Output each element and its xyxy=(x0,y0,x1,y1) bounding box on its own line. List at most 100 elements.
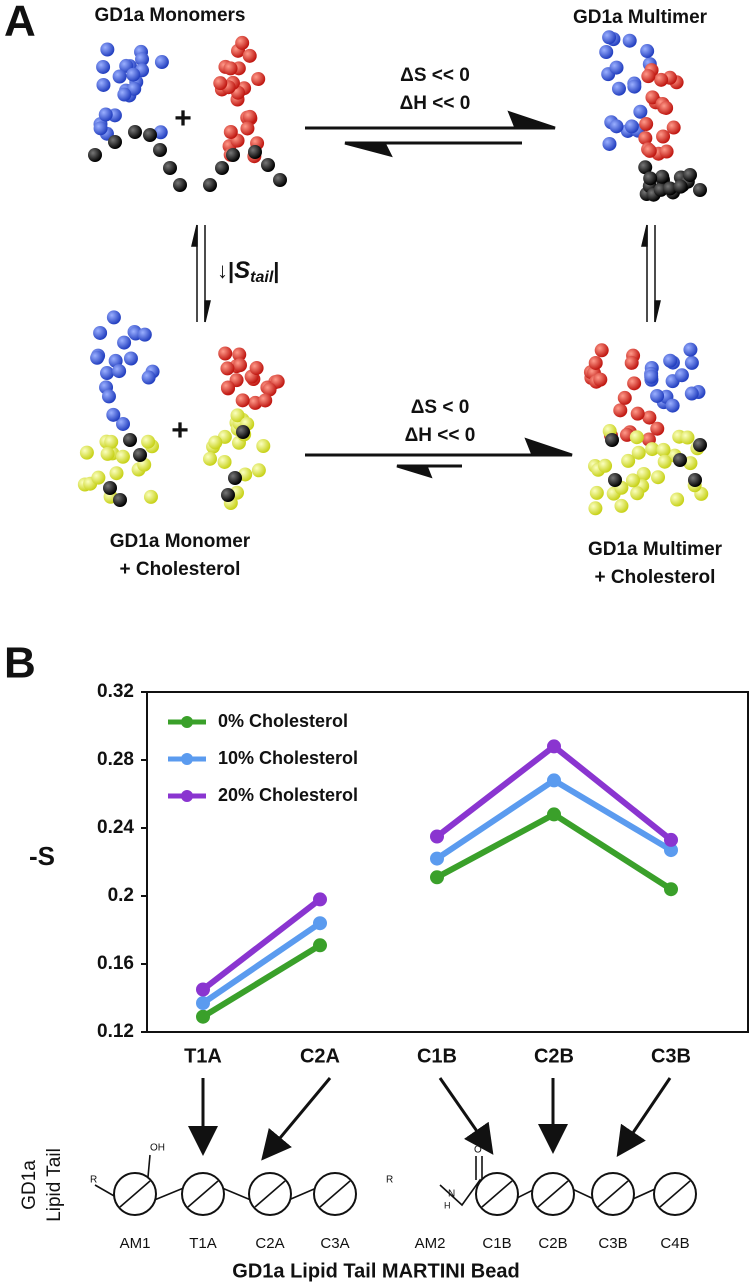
bead xyxy=(621,453,636,468)
label: ΔS << 0 xyxy=(400,65,470,86)
bead xyxy=(128,125,142,139)
bead xyxy=(218,346,233,361)
bead xyxy=(588,355,603,370)
bead xyxy=(98,107,113,122)
bead xyxy=(100,42,115,57)
point xyxy=(196,982,210,997)
atom: N xyxy=(448,1189,455,1200)
bead xyxy=(79,445,94,460)
text: S xyxy=(234,257,250,284)
atom: R xyxy=(386,1175,393,1186)
bead-label: C2A xyxy=(255,1235,284,1252)
y-axis-label: -S xyxy=(29,841,55,871)
point xyxy=(430,851,444,866)
bead xyxy=(640,44,655,59)
bead xyxy=(651,470,666,485)
bead xyxy=(642,143,657,158)
bead-slash xyxy=(597,1180,629,1208)
bead xyxy=(221,488,235,502)
bead-slash xyxy=(187,1180,219,1208)
bead xyxy=(143,128,157,142)
bead-label: C2B xyxy=(538,1235,567,1252)
bead xyxy=(599,44,614,59)
bead xyxy=(109,466,124,481)
bead xyxy=(93,121,108,136)
bead xyxy=(598,458,613,473)
bead xyxy=(622,33,637,48)
bead xyxy=(112,69,127,84)
bead xyxy=(113,493,127,507)
point xyxy=(664,843,678,858)
bead-label: C4B xyxy=(660,1235,689,1252)
y-tick-label: 0.12 xyxy=(97,1021,134,1042)
bead-slash xyxy=(659,1180,691,1208)
label: ↓|Stail| xyxy=(217,257,279,286)
bead xyxy=(235,35,250,50)
line xyxy=(201,942,322,1020)
panel-label: B xyxy=(4,639,36,688)
bead xyxy=(666,120,681,135)
text: tail xyxy=(250,269,274,286)
y-tick-label: 0.24 xyxy=(97,817,134,838)
x-tick-label: C1B xyxy=(417,1045,457,1067)
bead xyxy=(141,434,156,449)
bead-label: C1B xyxy=(482,1235,511,1252)
bead xyxy=(232,347,247,362)
bead xyxy=(112,364,127,379)
bead xyxy=(614,498,629,513)
bead-label: C3A xyxy=(320,1235,349,1252)
bead xyxy=(100,446,115,461)
bead xyxy=(608,473,622,487)
bead xyxy=(242,109,257,124)
bead-slash xyxy=(119,1180,151,1208)
bead xyxy=(683,168,697,182)
bead xyxy=(249,361,264,376)
bead xyxy=(220,380,235,395)
bead xyxy=(228,471,242,485)
bead-slash xyxy=(319,1180,351,1208)
bead xyxy=(251,71,266,86)
line xyxy=(435,810,673,892)
bead xyxy=(613,403,628,418)
bead xyxy=(644,369,659,384)
y-tick-label: 0.32 xyxy=(97,681,134,702)
text: | xyxy=(273,258,279,283)
label: ΔH << 0 xyxy=(405,425,476,446)
bead xyxy=(657,454,672,469)
bead xyxy=(215,161,229,175)
point xyxy=(547,739,561,754)
bead xyxy=(645,442,660,457)
bead xyxy=(101,389,116,404)
atom: H xyxy=(444,1200,451,1210)
bead xyxy=(629,430,644,445)
bead xyxy=(96,59,111,74)
bead xyxy=(251,463,266,478)
bead xyxy=(650,421,665,436)
bead xyxy=(602,30,617,45)
bead xyxy=(236,425,250,439)
label: + Cholesterol xyxy=(595,567,716,588)
bead xyxy=(258,393,273,408)
x-tick-label: T1A xyxy=(184,1045,222,1067)
bead xyxy=(611,81,626,96)
bead xyxy=(680,430,695,445)
text: ↓| xyxy=(217,258,234,283)
bead xyxy=(223,61,238,76)
bead xyxy=(673,453,687,467)
bead xyxy=(639,117,654,132)
y-tick-label: 0.28 xyxy=(97,749,134,770)
line xyxy=(201,897,322,992)
label: ΔS < 0 xyxy=(411,397,470,418)
molecules xyxy=(77,30,709,516)
legend-marker xyxy=(181,753,193,765)
bead xyxy=(203,451,218,466)
panel-label: A xyxy=(4,0,36,46)
bead xyxy=(655,169,670,184)
bead xyxy=(593,372,608,387)
legend-label: 0% Cholesterol xyxy=(218,711,348,731)
arrows xyxy=(191,110,661,479)
bead-label: T1A xyxy=(189,1235,217,1252)
x-axis-title: GD1a Lipid Tail MARTINI Bead xyxy=(232,1260,519,1282)
legend-marker xyxy=(181,716,193,728)
bead xyxy=(240,121,255,136)
